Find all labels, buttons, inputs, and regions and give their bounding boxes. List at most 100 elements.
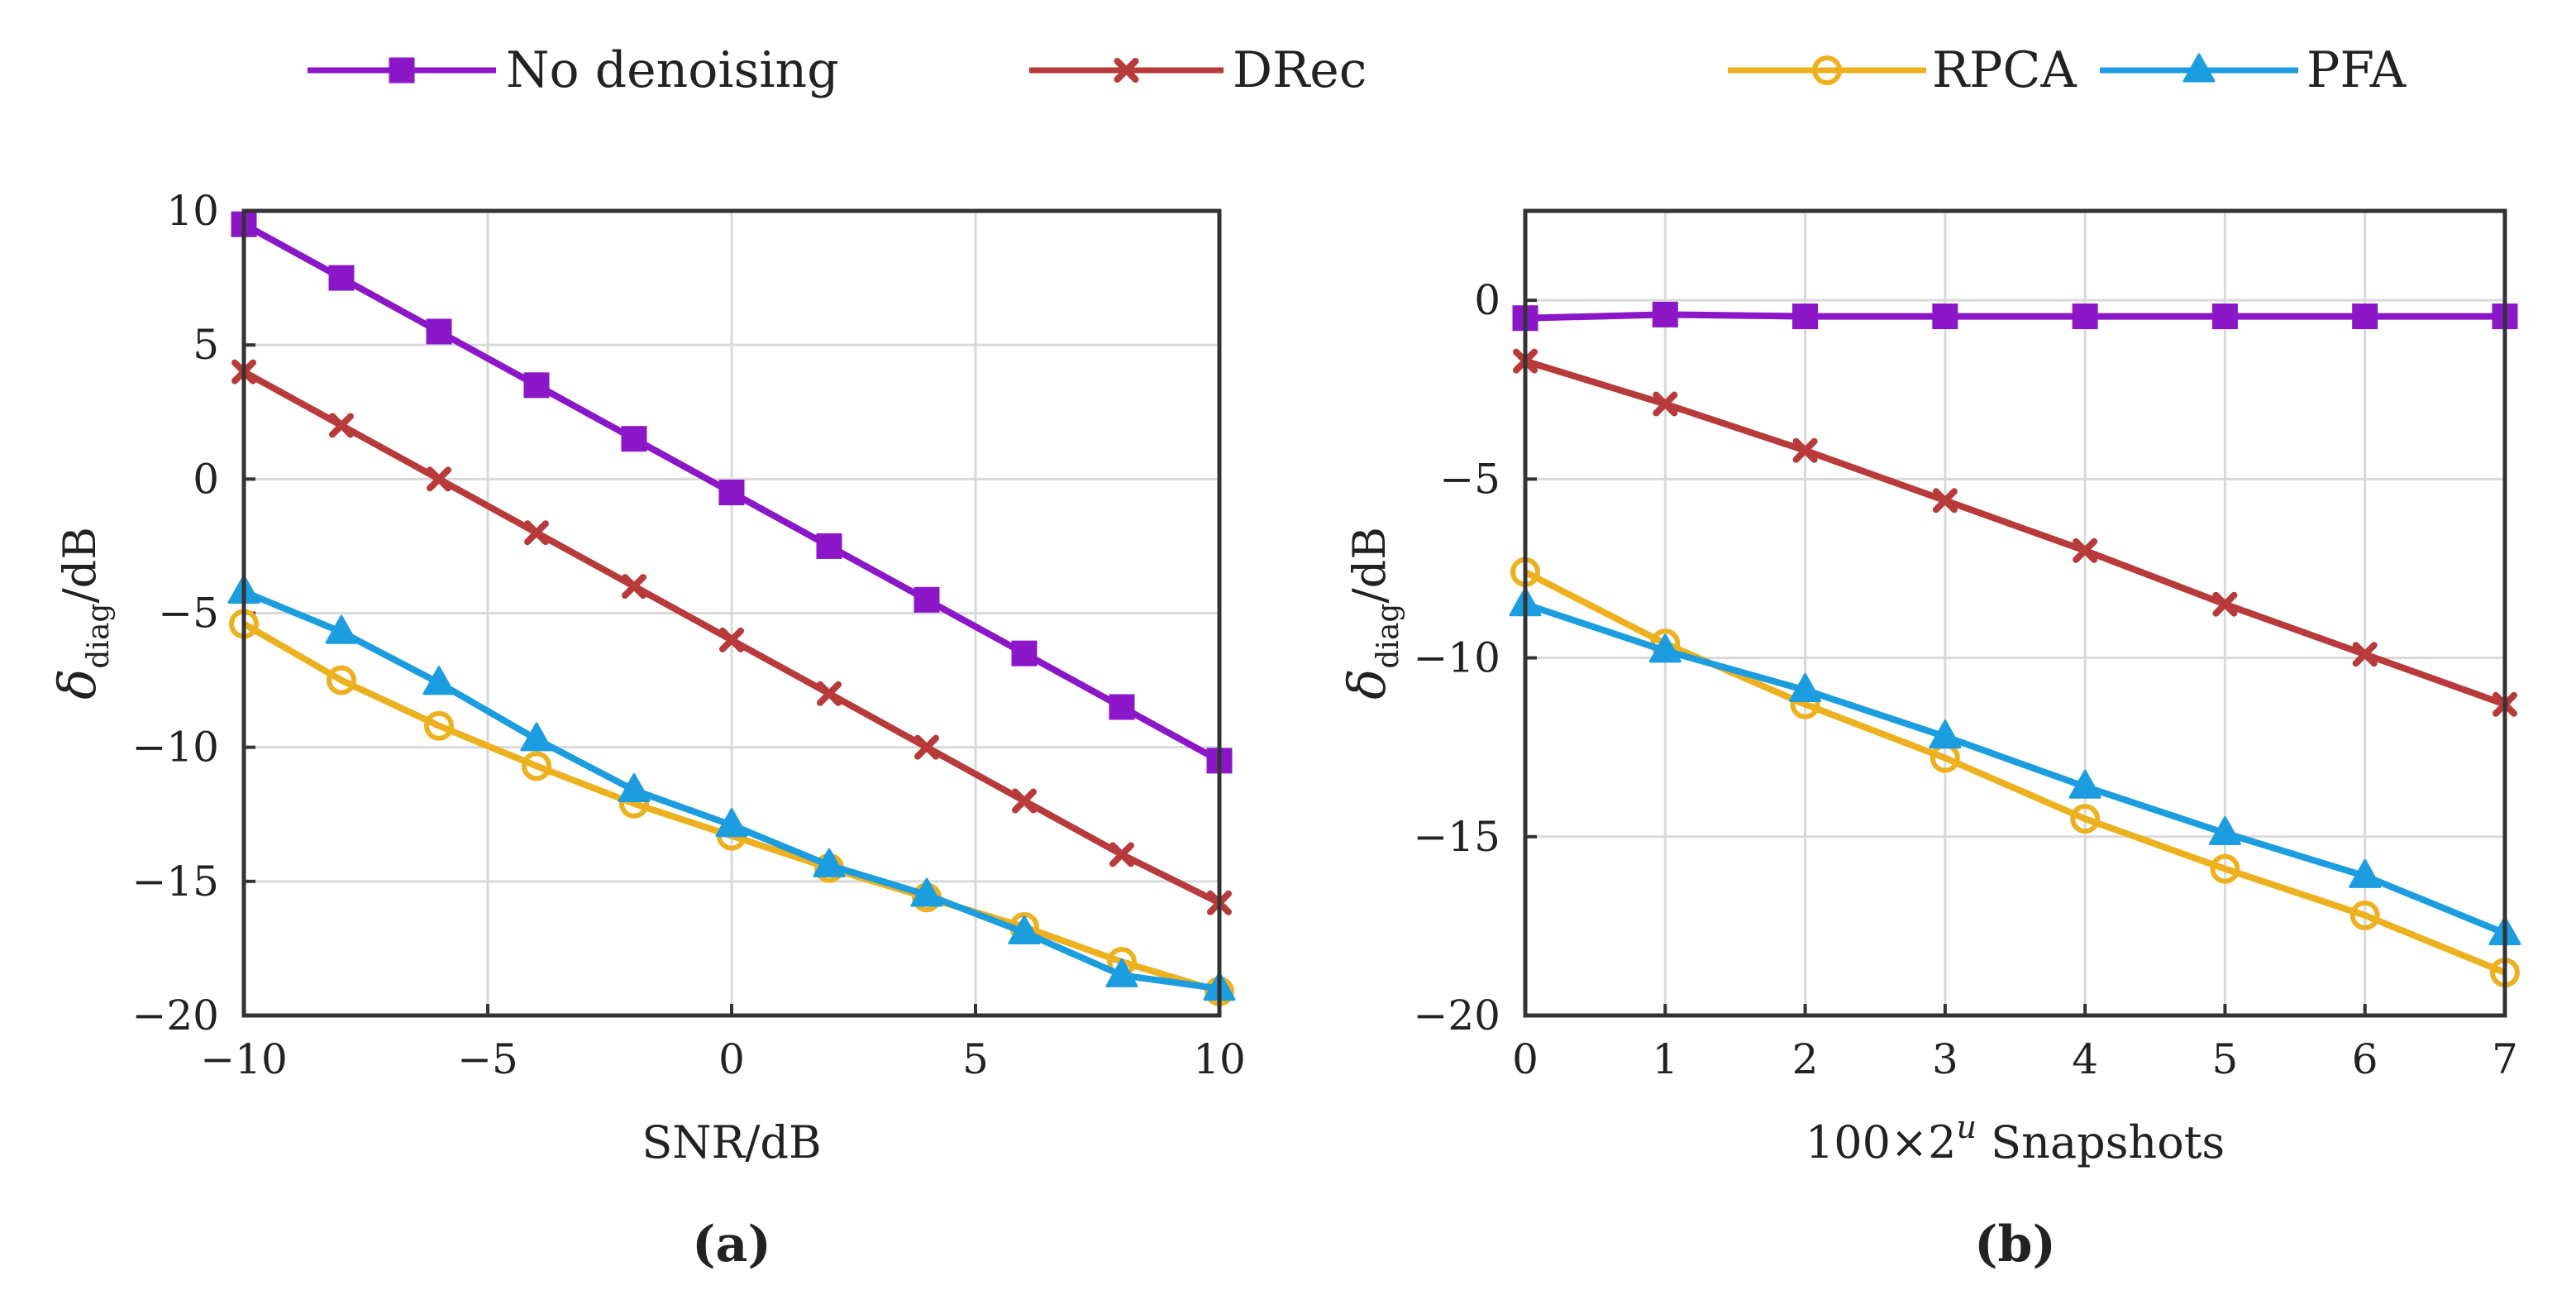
x-axis-label: SNR/dB xyxy=(642,1116,821,1168)
y-tick-label: −20 xyxy=(131,991,219,1039)
y-tick-label: 10 xyxy=(166,187,219,235)
series-pfa xyxy=(1509,587,2521,946)
series-drec xyxy=(1513,348,2517,717)
x-tick-label: 3 xyxy=(1932,1035,1958,1083)
y-label-subscript: diag xyxy=(1371,604,1405,669)
x-label-superscript: u xyxy=(1957,1109,1977,1145)
data-point-no-denoising xyxy=(523,372,550,399)
legend-marker-rpca xyxy=(1812,55,1842,85)
y-label-unit: /dB xyxy=(54,527,106,603)
data-point-pfa xyxy=(1008,915,1041,944)
x-tick-label: 1 xyxy=(1652,1035,1678,1083)
data-point-pfa xyxy=(2349,858,2382,888)
data-point-rpca xyxy=(2070,804,2101,834)
data-point-no-denoising xyxy=(1932,303,1958,330)
x-tick-label: 7 xyxy=(2492,1035,2518,1083)
y-tick-label: 0 xyxy=(1474,276,1500,324)
data-point-pfa xyxy=(325,614,358,644)
x-tick-label: 0 xyxy=(718,1035,745,1083)
data-point-drec xyxy=(1653,391,1678,417)
data-point-pfa xyxy=(1648,633,1682,663)
series-pfa xyxy=(227,575,1236,1001)
legend-label-pfa: PFA xyxy=(2306,41,2407,99)
data-point-drec-stroke2 xyxy=(427,466,451,492)
data-point-no-denoising xyxy=(914,586,940,613)
data-point-pfa xyxy=(1105,958,1138,987)
series-line-drec xyxy=(1524,357,2507,708)
data-point-drec xyxy=(2073,538,2098,563)
legend-item-pfa: PFA xyxy=(2100,41,2407,99)
y-tick-label: 0 xyxy=(193,455,219,503)
data-point-no-denoising xyxy=(2072,303,2098,330)
x-tick-label: 0 xyxy=(1512,1035,1538,1083)
data-point-no-denoising xyxy=(328,265,355,291)
y-label-symbol: δ xyxy=(1337,669,1397,700)
legend-label-no-denoising: No denoising xyxy=(506,41,839,99)
data-point-rpca xyxy=(2349,900,2380,930)
data-point-drec xyxy=(914,734,939,760)
legend-item-no-denoising: No denoising xyxy=(308,41,839,99)
series-line-pfa xyxy=(1524,600,2507,937)
axes-frame xyxy=(1523,208,2507,1018)
data-point-drec xyxy=(329,413,354,438)
data-point-drec-stroke2 xyxy=(2352,642,2378,667)
data-point-drec-stroke2 xyxy=(2073,538,2098,563)
y-tick-label: −10 xyxy=(1413,634,1500,682)
chart-b: 0 1 2 3 4 5 6 7 0 −5 −10 −15 −20 100×2u Snapshots δdia… xyxy=(1337,208,2521,1273)
y-label-subscript: diag xyxy=(82,604,116,669)
data-point-drec-stroke2 xyxy=(914,734,939,760)
data-point-drec xyxy=(1012,788,1037,814)
data-point-no-denoising xyxy=(2352,303,2378,330)
data-point-drec xyxy=(2212,591,2238,617)
data-point-drec-stroke2 xyxy=(524,520,549,546)
data-point-drec xyxy=(1109,842,1134,867)
legend-marker-drec xyxy=(1114,58,1139,83)
x-label-suffix: Snapshots xyxy=(1977,1116,2225,1168)
legend-marker-pfa xyxy=(2182,53,2216,83)
data-point-drec-stroke2 xyxy=(2212,591,2238,617)
data-point-drec-stroke2 xyxy=(719,627,744,652)
legend-item-drec: DRec xyxy=(1029,41,1367,99)
data-point-drec xyxy=(2352,642,2378,667)
data-point-no-denoising xyxy=(1792,303,1819,330)
y-tick-label: −5 xyxy=(1439,455,1500,503)
legend: No denoising DRec RPCA PFA xyxy=(308,41,2407,99)
data-point-drec xyxy=(719,627,744,652)
y-tick-label: −5 xyxy=(158,590,219,638)
data-point-no-denoising xyxy=(426,318,452,345)
data-point-no-denoising xyxy=(2211,303,2238,330)
data-point-pfa xyxy=(813,848,846,877)
data-point-no-denoising xyxy=(621,426,647,452)
data-point-rpca xyxy=(522,751,551,781)
data-point-drec xyxy=(1932,488,1958,514)
x-label-prefix: 100×2 xyxy=(1806,1116,1957,1168)
ticks: −10 −5 0 5 10 10 5 0 −5 −10 −15 −20 xyxy=(131,187,1245,1083)
y-axis-label: δdiag/dB xyxy=(1337,527,1405,700)
series-line-rpca xyxy=(1524,569,2507,976)
data-point-pfa xyxy=(715,808,748,838)
y-tick-label: −15 xyxy=(1413,813,1500,861)
data-point-drec-stroke2 xyxy=(1653,391,1678,417)
data-point-rpca xyxy=(327,665,356,695)
panel-label: (b) xyxy=(1974,1216,2056,1273)
legend-marker-no-denoising xyxy=(389,57,415,84)
data-point-pfa xyxy=(2068,769,2101,799)
axes-frame xyxy=(241,208,1222,1018)
data-point-drec xyxy=(622,574,646,600)
data-point-pfa xyxy=(422,666,456,695)
data-point-pfa xyxy=(1929,719,1962,749)
panel-label: (a) xyxy=(692,1216,771,1273)
data-point-rpca xyxy=(424,710,454,741)
data-point-drec xyxy=(817,681,842,706)
data-point-drec xyxy=(1792,437,1818,463)
data-point-pfa xyxy=(1789,672,1822,702)
y-tick-label: −20 xyxy=(1413,991,1500,1039)
x-tick-label: 10 xyxy=(1193,1035,1246,1083)
x-tick-label: 5 xyxy=(962,1035,989,1083)
data-point-pfa xyxy=(618,773,651,803)
legend-item-rpca: RPCA xyxy=(1728,41,2077,99)
chart-a: −10 −5 0 5 10 10 5 0 −5 −10 −15 −20 SNR/dB δdiag/dB (a… xyxy=(47,187,1246,1273)
plot-area xyxy=(1525,211,2505,1015)
data-point-drec-stroke2 xyxy=(329,413,354,438)
